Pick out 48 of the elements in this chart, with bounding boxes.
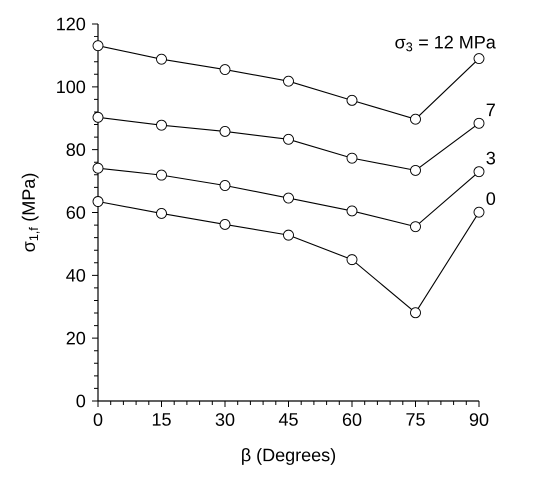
y-tick-label: 120: [57, 18, 86, 30]
point: [346, 152, 358, 164]
point: [283, 230, 294, 241]
y-axis-title: σ$_{1,f}$ (MPa): [22, 174, 40, 252]
point: [346, 94, 358, 106]
point: [283, 192, 294, 204]
point: [92, 196, 104, 207]
series-label: σ$_{3}$ = 12 MPa: [395, 36, 496, 52]
x-tick-label: 60: [342, 413, 362, 426]
x-axis-title: β (Degrees): [242, 448, 336, 465]
point: [410, 164, 421, 176]
y-tick-label: 20: [66, 332, 86, 345]
point: [474, 53, 484, 64]
y-tick-label: 100: [57, 80, 86, 94]
point: [156, 170, 167, 181]
y-tick-label: 0: [76, 394, 86, 408]
series-label: 3: [486, 152, 496, 164]
point: [220, 180, 230, 191]
point: [220, 126, 230, 137]
point: [283, 134, 294, 145]
point: [283, 76, 294, 87]
point: [220, 218, 230, 230]
point: [410, 307, 421, 318]
y-tick-label: 80: [66, 143, 86, 156]
point: [156, 54, 167, 65]
point: [346, 205, 358, 216]
x-tick-label: 0: [94, 413, 102, 426]
x-tick-label: 30: [216, 413, 234, 426]
y-tick-label: 60: [66, 206, 86, 219]
point: [92, 162, 104, 174]
x-tick-label: 75: [406, 413, 425, 426]
point: [410, 114, 421, 125]
point: [156, 208, 167, 219]
point: [92, 112, 104, 123]
x-tick-label: 15: [152, 413, 171, 426]
point: [474, 118, 484, 129]
series-label: 7: [486, 104, 495, 116]
point: [92, 40, 104, 52]
y-tick-label: 40: [66, 268, 86, 282]
x-tick-label: 90: [470, 413, 488, 426]
point: [474, 166, 484, 178]
point: [410, 221, 421, 232]
point: [346, 254, 358, 266]
point: [474, 206, 484, 218]
point: [220, 64, 230, 75]
series-label: 0: [486, 192, 496, 205]
x-tick-label: 45: [278, 413, 298, 426]
point: [156, 120, 167, 131]
